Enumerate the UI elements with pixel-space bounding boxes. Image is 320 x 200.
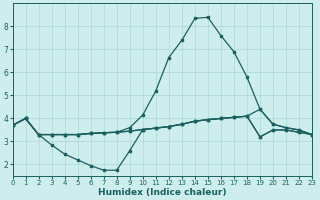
X-axis label: Humidex (Indice chaleur): Humidex (Indice chaleur) xyxy=(98,188,227,197)
